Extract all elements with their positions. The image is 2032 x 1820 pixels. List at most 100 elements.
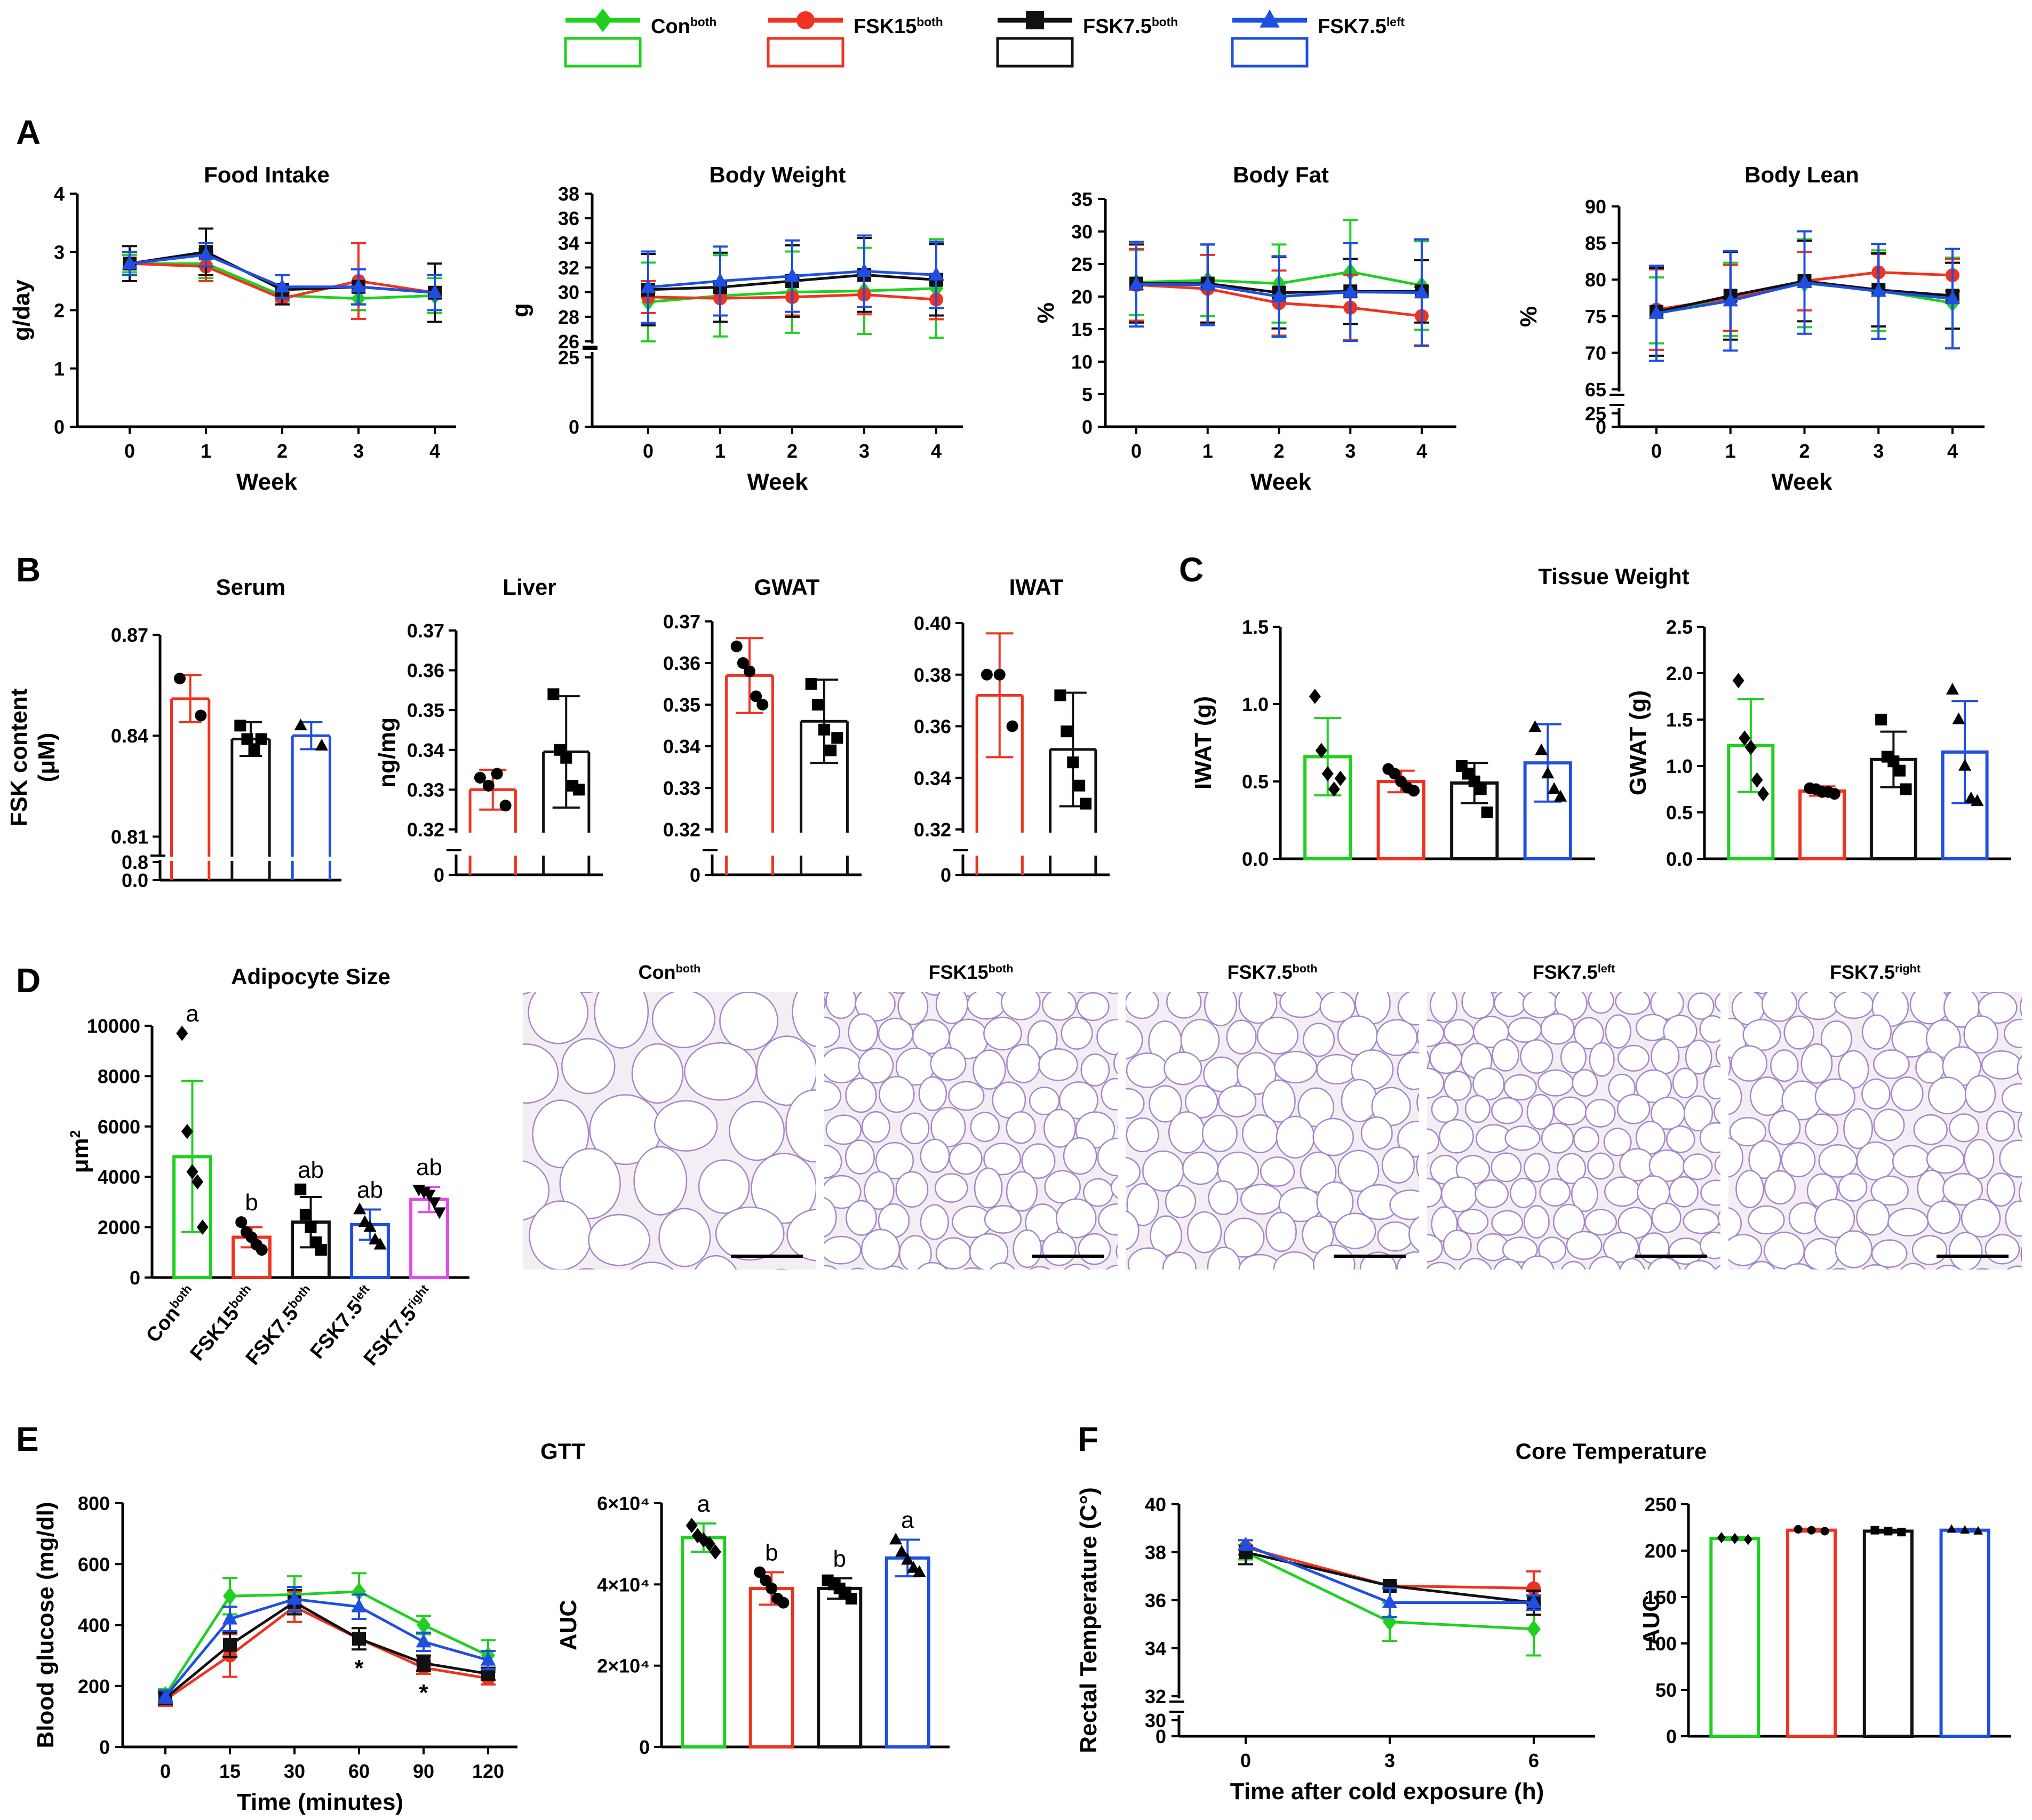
data-point [352, 1632, 366, 1646]
adipocyte [1334, 960, 1372, 991]
adipocyte [1717, 1210, 1720, 1227]
bar-fsk75both [1450, 760, 1499, 861]
adipocyte [1417, 960, 1447, 993]
adipocyte [532, 1099, 589, 1169]
adipocyte [1396, 1251, 1419, 1270]
adipocyte [1800, 1043, 1833, 1084]
adipocyte [1472, 1067, 1505, 1100]
point-marker [1548, 782, 1561, 794]
x-tick-label: 2 [787, 440, 798, 462]
point-marker [1389, 768, 1401, 780]
legend-item-con: Conboth [564, 8, 716, 68]
adipocyte [1223, 1217, 1265, 1258]
data-point [186, 1164, 198, 1180]
significance-letter: b [765, 1539, 778, 1566]
adipocyte [935, 992, 968, 1024]
adipocyte [1838, 1173, 1868, 1202]
adipocyte [1492, 1039, 1519, 1072]
y-tick-label: 250 [1645, 1494, 1677, 1515]
y-tick-label: 34 [558, 232, 579, 254]
data-point [294, 719, 307, 731]
bar-rect [1798, 789, 1846, 860]
point-marker [1897, 1528, 1906, 1537]
adipocyte [1371, 1087, 1411, 1127]
adipocyte [1963, 1015, 1998, 1054]
y-tick-label: 0.32 [663, 819, 700, 841]
adipocyte [1526, 1093, 1555, 1130]
adipocyte [1872, 1049, 1910, 1079]
data-point [1797, 274, 1812, 289]
point-marker [1073, 779, 1086, 792]
adipocyte [974, 1167, 1003, 1209]
bar-rect [748, 1586, 794, 1749]
adipocyte [792, 992, 816, 1048]
adipocyte-cells [1728, 992, 2022, 1270]
x-tick-label: 3 [859, 440, 870, 462]
legend-label: Conboth [651, 15, 716, 38]
data-point [1870, 283, 1886, 297]
adipocyte [1871, 1239, 1908, 1268]
adipocyte [1553, 1096, 1587, 1125]
adipocyte [785, 1089, 816, 1163]
adipocyte [1961, 1199, 2001, 1238]
adipocyte [824, 992, 830, 994]
adipocyte [1783, 1015, 1814, 1050]
point-marker [1797, 274, 1812, 289]
y-tick-label: 34 [1145, 1638, 1166, 1659]
adipocyte [1701, 960, 1726, 986]
data-point [373, 1238, 387, 1250]
x-tick-label: 0 [1131, 440, 1142, 462]
data-point [1946, 683, 1959, 695]
adipocyte [1457, 1209, 1489, 1235]
data-point [222, 1610, 238, 1625]
adipocyte [1909, 992, 1950, 1025]
data-point [766, 1582, 778, 1594]
adipocyte [1748, 1140, 1781, 1179]
point-marker [234, 720, 246, 732]
point-marker [428, 1197, 441, 1209]
adipocyte [1979, 992, 1990, 993]
adipocyte [1439, 1119, 1474, 1154]
point-marker [353, 1202, 366, 1215]
adipocyte [1684, 1260, 1716, 1270]
adipocyte [1360, 1116, 1393, 1150]
x-tick-label: 2 [277, 440, 288, 462]
point-marker [1315, 743, 1327, 759]
data-point [1730, 1532, 1739, 1544]
y-tick-label: 5 [1082, 384, 1093, 405]
point-marker [1535, 743, 1548, 755]
point-marker [1870, 1526, 1879, 1535]
data-point [1897, 1528, 1906, 1537]
adipocyte [1262, 1079, 1296, 1123]
y-tick-label: 0.36 [663, 652, 700, 674]
x-axis-label: Week [236, 469, 298, 495]
point-marker [1309, 689, 1321, 704]
point-marker [223, 1638, 237, 1652]
adipocyte [1105, 1265, 1118, 1270]
adipocyte [1444, 1071, 1472, 1101]
y-tick-label: 50 [1655, 1679, 1677, 1701]
adipocyte [1274, 1051, 1318, 1084]
point-marker [760, 1574, 772, 1586]
data-point [351, 1598, 367, 1613]
data-point [907, 1561, 920, 1573]
data-point [901, 1553, 914, 1565]
adipocyte [824, 1197, 837, 1238]
adipocyte [875, 1142, 914, 1179]
adipocyte [1279, 992, 1323, 1018]
adipocyte [824, 1235, 862, 1265]
adipocyte [1098, 1203, 1118, 1236]
adipocyte [1735, 1170, 1764, 1208]
data-point [754, 1566, 766, 1578]
point-marker [1743, 1534, 1752, 1545]
point-marker [1875, 714, 1887, 725]
data-point [1958, 759, 1972, 771]
adipocyte [1059, 1081, 1098, 1120]
data-point [573, 784, 585, 796]
adipocyte [1619, 1258, 1645, 1270]
adipocyte [879, 1076, 915, 1113]
bar-fsk75left: ab [350, 1177, 390, 1279]
data-point [480, 1651, 496, 1666]
point-marker [573, 784, 585, 796]
data-point [1528, 720, 1542, 732]
